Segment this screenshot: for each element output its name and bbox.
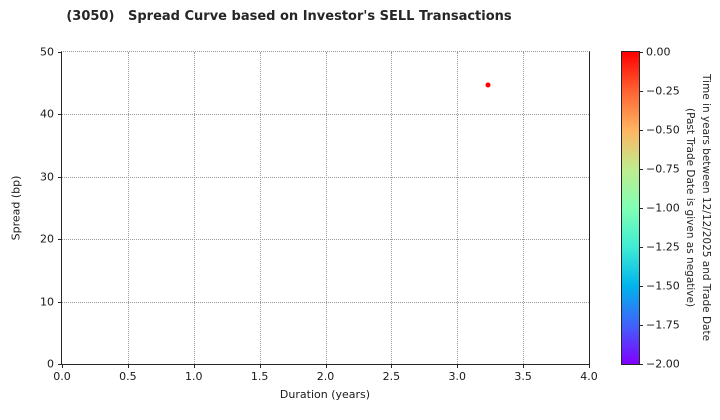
y-tick-mark [58,114,62,116]
x-tick-mark [127,364,129,368]
y-tick-label: 50 [40,45,54,59]
colorbar-tick-label: −0.25 [646,84,680,98]
y-axis-label: Spread (bp) [9,175,23,241]
x-tick-label: 2.5 [382,370,401,383]
colorbar-tick-label: 0.00 [646,45,671,59]
y-tick-label: 10 [40,295,54,309]
y-tick-mark [58,301,62,303]
colorbar: 0.00 −0.25 −0.50 −0.75 −1.00 −1.25 −1.50 −1.75 −… [621,46,680,371]
x-tick-label: 3.0 [448,370,467,383]
y-tick-mark [58,52,62,53]
colorbar-tick-label: −0.75 [646,162,680,176]
x-gridline [127,52,129,364]
y-tick-label: 40 [40,107,54,121]
x-tick-mark [259,364,261,368]
y-gridline [62,176,589,178]
colorbar-label-line2: (Past Trade Date is given as negative) [684,108,696,308]
y-tick-mark [58,364,62,365]
x-tick-label: 2.0 [316,370,335,383]
x-gridline [523,52,525,364]
colorbar-tick-mark [639,130,643,131]
y-tick-label: 20 [40,232,54,246]
x-tick-mark [193,364,195,368]
colorbar-label: Time in years between 12/12/2025 and Tra… [682,40,714,376]
x-tick-mark [62,364,63,368]
colorbar-tick-mark [639,247,643,248]
colorbar-tick-mark [639,325,643,326]
y-gridline [62,239,589,241]
x-gridline [259,52,261,364]
colorbar-tick-label: −1.00 [646,201,680,215]
colorbar-tick-label: −1.75 [646,318,680,332]
x-tick-mark [589,364,590,368]
y-tick-mark [58,239,62,241]
x-axis-label: Duration (years) [279,388,371,401]
x-tick-mark [391,364,393,368]
x-tick-label: 4.0 [580,370,598,383]
x-gridline [391,52,393,364]
x-tick-label: 1.5 [250,370,269,383]
x-gridline [193,52,195,364]
chart-title: (3050) Spread Curve based on Investor's … [66,9,512,24]
colorbar-tick-mark [639,169,643,170]
colorbar-tick-mark [639,208,643,209]
colorbar-tick-mark [639,91,643,92]
x-tick-mark [457,364,459,368]
x-gridline [325,52,327,364]
x-tick-label: 0.0 [53,370,71,383]
colorbar-tick-mark [639,52,643,53]
x-tick-label: 3.5 [514,370,532,383]
colorbar-tick-mark [639,286,643,287]
colorbar-tick-label: −0.50 [646,123,680,137]
plot-area: 0.0 0.5 1.0 1.5 2.0 2.5 3.0 3.5 4.0 0 10 20 30 40 50 [40,46,598,384]
scatter-point [485,82,491,88]
y-tick-label: 30 [40,170,54,184]
colorbar-tick-label: −1.50 [646,279,680,293]
colorbar-label-line1: Time in years between 12/12/2025 and Tra… [700,74,712,342]
colorbar-tick-label: −1.25 [646,240,680,254]
x-tick-mark [325,364,327,368]
x-tick-mark [523,364,525,368]
y-tick-mark [58,176,62,178]
x-gridline [457,52,459,364]
colorbar-tick-mark [639,364,643,365]
y-gridline [62,301,589,303]
y-tick-label: 0 [47,357,54,371]
x-tick-label: 1.0 [185,370,203,383]
colorbar-tick-label: −2.00 [646,357,680,371]
y-gridline [62,114,589,116]
x-tick-label: 0.5 [119,370,137,383]
